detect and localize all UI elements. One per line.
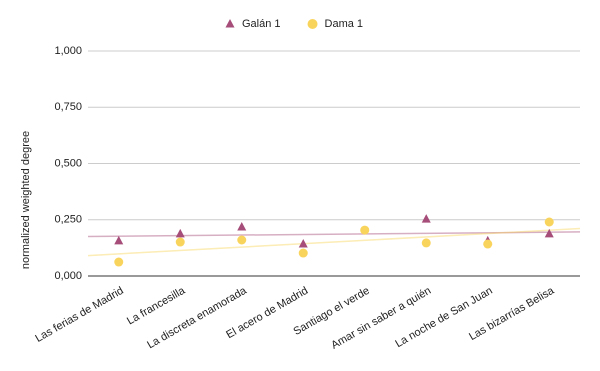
y-tick-label: 0,000	[54, 270, 82, 282]
point	[421, 214, 431, 223]
point	[298, 248, 308, 258]
y-tick-label: 0,250	[54, 214, 82, 226]
point	[237, 235, 247, 245]
x-tick-label: La discreta enamorada	[145, 284, 249, 351]
x-tick-label: Amar sin saber a quién	[329, 285, 433, 352]
legend-label: Dama 1	[325, 18, 364, 30]
point	[114, 235, 124, 245]
point	[421, 238, 431, 248]
point	[175, 228, 185, 238]
y-axis-label: normalized weighted degree	[20, 131, 32, 269]
point	[175, 237, 185, 247]
point	[298, 239, 308, 248]
trend-line	[87, 227, 581, 257]
point	[237, 221, 247, 231]
legend-marker	[307, 19, 318, 29]
legend-marker	[225, 19, 235, 28]
y-tick-label: 1,000	[54, 45, 82, 57]
legend-label: Galán 1	[242, 18, 281, 30]
point	[544, 217, 554, 227]
x-tick-label: Las ferias de Madrid	[33, 285, 125, 345]
y-tick-label: 0,500	[54, 157, 82, 169]
point	[360, 225, 370, 235]
y-tick-label: 0,750	[54, 101, 82, 113]
trend-line	[87, 231, 581, 238]
point	[544, 228, 554, 238]
point	[114, 257, 124, 267]
point	[483, 239, 493, 249]
